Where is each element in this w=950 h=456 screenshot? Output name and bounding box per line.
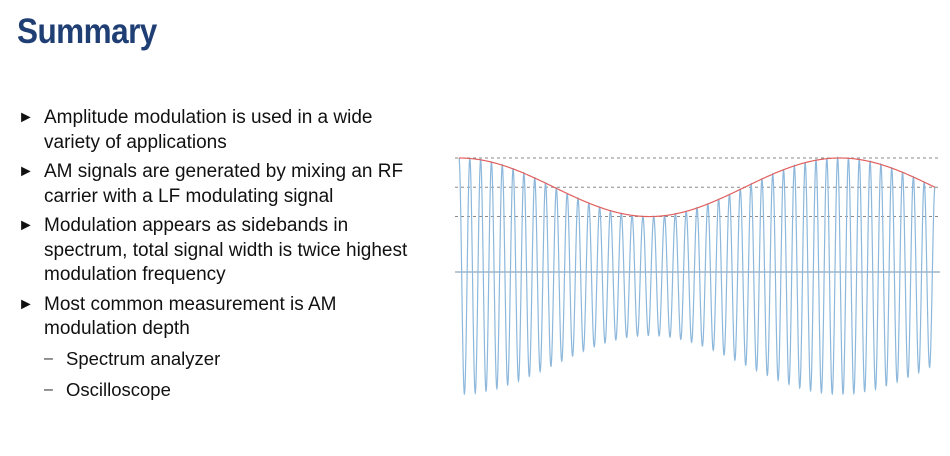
sub-bullet-item: – Spectrum analyzer <box>18 347 428 372</box>
bullet-text: Most common measurement is AM modulation… <box>44 293 337 340</box>
dash-bullet-icon: – <box>44 349 53 367</box>
sub-bullet-text: Oscilloscope <box>66 379 171 400</box>
modulation-envelope <box>458 157 936 218</box>
bullet-list: ► Amplitude modulation is used in a wide… <box>18 106 428 410</box>
triangle-bullet-icon: ► <box>18 295 34 313</box>
am-waveform-diagram <box>455 155 940 395</box>
triangle-bullet-icon: ► <box>18 109 34 126</box>
triangle-bullet-icon: ► <box>18 217 34 234</box>
bullet-item: ► AM signals are generated by mixing an … <box>18 160 428 209</box>
page-title: Summary <box>17 12 157 51</box>
bullet-text: AM signals are generated by mixing an RF… <box>44 161 404 207</box>
bullet-item: ► Most common measurement is AM modulati… <box>18 293 428 342</box>
bullet-item: ► Amplitude modulation is used in a wide… <box>18 106 428 155</box>
bullet-text: Modulation appears as sidebands in spect… <box>44 215 408 285</box>
bullet-text: Amplitude modulation is used in a wide v… <box>44 107 373 153</box>
sub-bullet-item: – Oscilloscope <box>18 378 428 403</box>
bullet-item: ► Modulation appears as sidebands in spe… <box>18 214 428 288</box>
triangle-bullet-icon: ► <box>18 163 34 180</box>
dash-bullet-icon: – <box>44 381 53 398</box>
carrier-waveform <box>458 155 936 395</box>
sub-bullet-text: Spectrum analyzer <box>66 347 221 369</box>
